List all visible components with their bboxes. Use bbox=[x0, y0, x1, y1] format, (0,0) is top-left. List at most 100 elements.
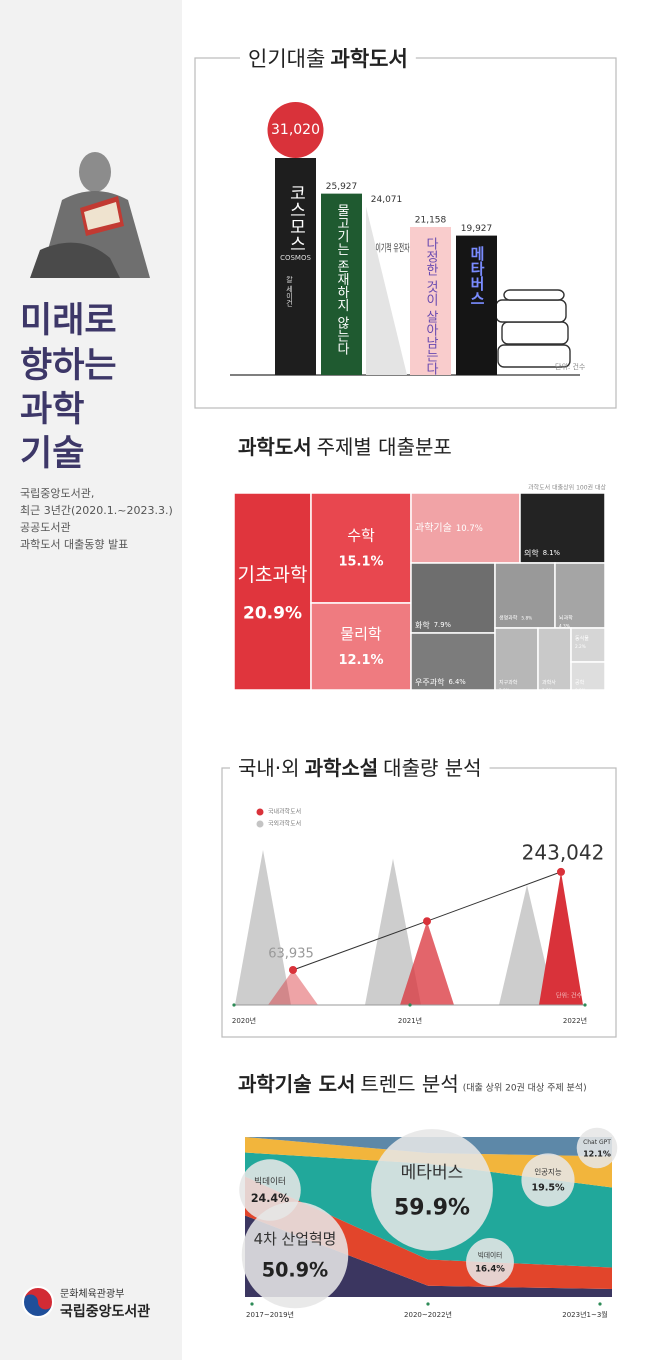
x-tick-label: 2022년 bbox=[563, 1016, 587, 1025]
x-tick-label: 2020~2022년 bbox=[404, 1310, 452, 1319]
value-label: 24,071 bbox=[371, 195, 403, 205]
title-part: 주제별 대출분포 bbox=[317, 435, 452, 459]
tile-label: 물리학 bbox=[340, 625, 382, 643]
title-part: 과학도서 bbox=[238, 435, 312, 459]
x-tick bbox=[408, 1003, 412, 1007]
tile-value: 5.8% bbox=[521, 615, 532, 621]
tile-label: 지구과학 2.8% bbox=[499, 679, 518, 694]
bubble-value: 12.1% bbox=[583, 1150, 611, 1159]
foreign-triangle bbox=[499, 885, 555, 1005]
book-stack bbox=[503, 289, 565, 301]
foreign-triangle bbox=[365, 858, 421, 1005]
headline: 향하는 bbox=[20, 346, 117, 386]
value-label: 21,158 bbox=[415, 215, 447, 225]
book bbox=[410, 226, 451, 375]
title-part: 과학도서 bbox=[331, 47, 408, 71]
point bbox=[557, 867, 565, 876]
x-tick bbox=[232, 1003, 236, 1007]
x-tick-label: 2023년1~3월 bbox=[562, 1310, 607, 1319]
description: 최근 3년간(2020.1.~2023.3.) bbox=[20, 504, 173, 517]
value-label: 19,927 bbox=[461, 224, 493, 234]
note: 과학도서 대출상위 100권 대상 bbox=[528, 484, 606, 492]
tile-name: 공학 bbox=[575, 679, 585, 686]
tile-value: 0.9% bbox=[575, 688, 586, 694]
tile-value: 12.1% bbox=[338, 653, 383, 668]
bubble bbox=[521, 1153, 575, 1207]
tile-label: 뇌과학 4.3% bbox=[559, 614, 573, 629]
tile-name: 지구과학 bbox=[499, 679, 518, 686]
tile-value: 15.1% bbox=[338, 555, 383, 570]
title-part: 과학기술 도서 bbox=[238, 1072, 355, 1096]
chart-title: 국내·외 과학소설 대출량 분석 bbox=[238, 756, 482, 780]
tile bbox=[410, 632, 496, 691]
bubble-value: 24.4% bbox=[251, 1192, 289, 1205]
legend-swatch bbox=[256, 820, 264, 828]
bubble bbox=[239, 1159, 301, 1221]
title-gap bbox=[230, 764, 490, 772]
book-stack bbox=[501, 321, 569, 345]
tile bbox=[494, 627, 539, 691]
bubble-value: 50.9% bbox=[262, 1258, 328, 1281]
subtitle: (대출 상위 20권 대상 주제 분석) bbox=[463, 1082, 587, 1094]
bubble bbox=[241, 1201, 349, 1309]
bubble-name: 빅데이터 bbox=[478, 1250, 503, 1259]
value-badge bbox=[267, 102, 324, 158]
tile-name: 뇌과학 bbox=[559, 614, 573, 621]
x-tick bbox=[426, 1302, 430, 1306]
tile bbox=[537, 627, 572, 691]
chart-title: 과학도서 주제별 대출분포 bbox=[238, 435, 452, 459]
book-title: 이기적 유전자 bbox=[376, 243, 410, 255]
bubble-name: Chat GPT bbox=[583, 1139, 611, 1146]
tile-value: 20.9% bbox=[243, 604, 302, 624]
x-tick-label: 2017~2019년 bbox=[246, 1310, 294, 1319]
domestic-triangle bbox=[400, 921, 454, 1005]
legend-label: 국외과학도서 bbox=[268, 820, 301, 828]
bubble bbox=[466, 1238, 514, 1286]
book bbox=[456, 235, 497, 375]
tile bbox=[233, 492, 312, 691]
tile-label: 화학 7.9% bbox=[415, 620, 452, 630]
tile-value: 1.9% bbox=[542, 688, 553, 694]
tile-label: 의학 8.1% bbox=[524, 548, 561, 558]
point bbox=[289, 965, 297, 974]
legend-swatch bbox=[256, 808, 264, 816]
tile-label: 수학 bbox=[347, 527, 375, 545]
tile-label: 과학사 1.9% bbox=[542, 679, 556, 694]
tile-value: 4.3% bbox=[559, 623, 570, 629]
x-tick bbox=[583, 1003, 587, 1007]
book bbox=[366, 206, 407, 375]
logo bbox=[22, 1286, 54, 1318]
statue bbox=[30, 152, 150, 278]
x-tick-label: 2020년 bbox=[232, 1016, 256, 1025]
book-stack bbox=[495, 299, 567, 323]
tile-value: 7.9% bbox=[434, 621, 452, 629]
description: 국립중앙도서관, bbox=[20, 487, 94, 500]
headline: 기술 bbox=[20, 434, 84, 474]
bubble-value: 19.5% bbox=[531, 1182, 565, 1193]
tile-name: 화학 bbox=[415, 620, 430, 630]
tile-label: 동식물 2.2% bbox=[575, 635, 589, 650]
legend-label: 국내과학도서 bbox=[268, 808, 301, 816]
description: 공공도서관 bbox=[20, 521, 71, 534]
description: 과학도서 대출동향 발표 bbox=[20, 538, 128, 551]
note: 단위: 건수 bbox=[555, 362, 586, 371]
tile-name: 동식물 bbox=[575, 635, 589, 642]
book bbox=[321, 193, 362, 375]
bubble bbox=[371, 1129, 493, 1251]
book-title: 물고기는 존재하지 않는다 bbox=[334, 204, 349, 356]
book-title: 메타버스 bbox=[468, 246, 486, 306]
logo-ministry: 문화체육관광부 bbox=[60, 1288, 124, 1300]
tile-name: 우주과학 bbox=[415, 677, 445, 687]
value-label: 243,042 bbox=[522, 840, 605, 864]
bubble-value: 59.9% bbox=[394, 1195, 470, 1220]
title-part: 국내·외 bbox=[238, 756, 300, 780]
title-part: 대출량 분석 bbox=[383, 756, 481, 780]
tile bbox=[554, 562, 606, 629]
tile bbox=[570, 661, 606, 691]
tile-label: 우주과학 6.4% bbox=[415, 677, 466, 687]
bubble-name: 인공지능 bbox=[534, 1167, 562, 1177]
value-label: 25,927 bbox=[326, 182, 358, 192]
cover-text: COSMOS bbox=[280, 254, 311, 262]
note: 단위: 건수 bbox=[556, 992, 582, 1000]
tile bbox=[310, 492, 412, 604]
